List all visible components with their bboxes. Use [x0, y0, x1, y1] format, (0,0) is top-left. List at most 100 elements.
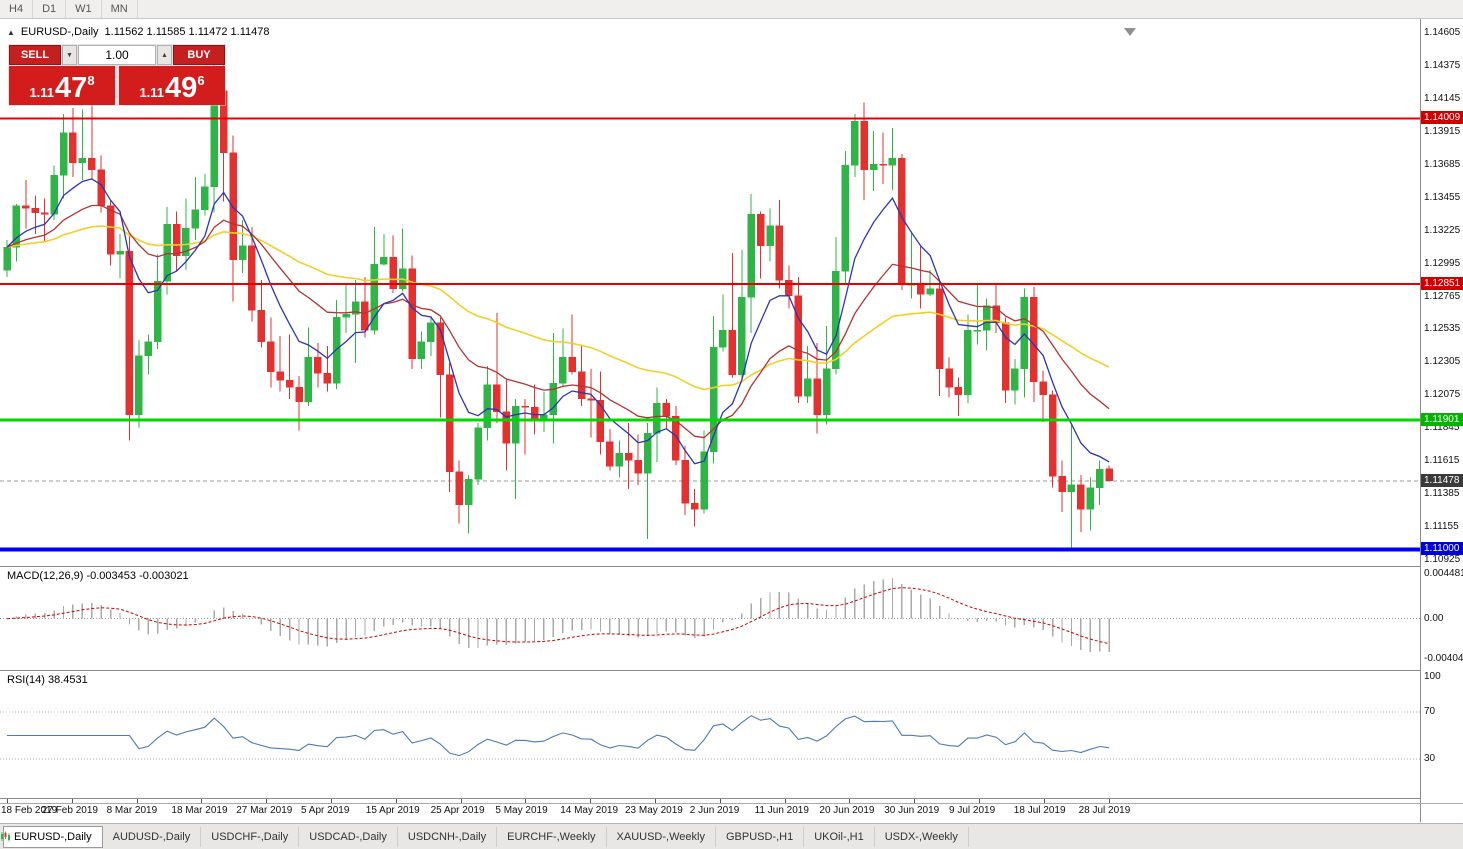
buy-button[interactable]: BUY: [173, 45, 225, 65]
price-level-badge: 1.11000: [1421, 542, 1463, 556]
chart-ohlc-header: ▲ EURUSD-,Daily 1.11562 1.11585 1.11472 …: [7, 26, 270, 38]
price-axis-label: 1.14375: [1424, 59, 1461, 71]
ohlc-values: 1.11562 1.11585 1.11472 1.11478: [104, 26, 270, 38]
sell-price-display[interactable]: 1.11 47 8: [9, 66, 115, 105]
chart-tab-usdcad-daily[interactable]: USDCAD-,Daily: [299, 826, 398, 847]
chart-tab-label: AUDUSD-,Daily: [112, 830, 191, 843]
price-chart-canvas[interactable]: [0, 22, 1420, 566]
chart-tab-eurchf-weekly[interactable]: EURCHF-,Weekly: [497, 826, 607, 847]
time-axis-tick: [849, 799, 851, 803]
time-axis-tick: [331, 799, 332, 803]
macd-chart-canvas[interactable]: [0, 567, 1420, 670]
chart-tab-ukoil-h1[interactable]: UKOil-,H1: [804, 826, 875, 847]
price-axis-label: 1.11615: [1424, 455, 1460, 467]
chart-tab-usdchf-daily[interactable]: USDCHF-,Daily: [201, 826, 300, 847]
macd-axis-label: 0.00: [1424, 612, 1444, 624]
price-axis-label: 1.14605: [1424, 27, 1461, 38]
macd-panel-resize-handle[interactable]: [0, 566, 1463, 567]
price-level-badge: 1.12851: [1421, 277, 1463, 291]
chart-tab-gbpusd-h1[interactable]: GBPUSD-,H1: [716, 826, 805, 847]
sell-price-big: 47: [55, 72, 88, 105]
chart-tab-label: USDX-,Weekly: [884, 830, 958, 843]
time-axis-tick: [914, 799, 916, 803]
time-axis-tick: [590, 799, 592, 803]
chart-tab-label: EURUSD-,Daily: [14, 830, 92, 843]
sell-price-prefix: 1.11: [29, 85, 55, 100]
price-axis-label: 1.12305: [1424, 356, 1461, 368]
chart-tab-eurusd-daily[interactable]: EURUSD-,Daily: [1, 825, 103, 848]
one-click-toggle-icon[interactable]: ▲: [7, 27, 15, 37]
volume-input[interactable]: [78, 45, 156, 65]
time-axis-tick: [979, 799, 980, 803]
statusbar-divider: [0, 803, 1463, 804]
period-tab-d1[interactable]: D1: [33, 0, 67, 18]
one-click-trade-panel: SELL ▼ ▲ BUY 1.11 47 8 1.11 49 6: [8, 44, 226, 106]
sell-price-pip: 8: [87, 73, 95, 88]
time-axis-label: 27 Mar 2019: [236, 805, 293, 816]
period-tab-w1[interactable]: W1: [66, 0, 102, 18]
price-axis[interactable]: 1.14605 1.14375 1.14145 1.13915 1.13685 1.134…: [1421, 19, 1463, 822]
sell-button[interactable]: SELL: [9, 45, 61, 65]
price-axis-label: 1.13455: [1424, 191, 1461, 203]
time-axis-tick: [395, 799, 397, 803]
volume-down-button[interactable]: ▼: [62, 45, 77, 65]
time-axis-label: 18 Feb 2019: [1, 805, 58, 816]
rsi-chart-canvas[interactable]: [0, 671, 1420, 798]
price-axis-label: 1.13685: [1424, 158, 1461, 170]
time-axis[interactable]: 18 Feb 2019 27 Feb 2019 8 Mar 2019 18 Mar 2…: [0, 799, 1420, 822]
rsi-axis-label: 70: [1424, 706, 1436, 717]
chart-tab-usdx-weekly[interactable]: USDX-,Weekly: [875, 826, 969, 847]
rsi-axis-label: 100: [1424, 670, 1441, 682]
current-price-badge: 1.11478: [1421, 473, 1463, 487]
time-axis-tick: [71, 799, 73, 803]
buy-price-big: 49: [165, 72, 198, 105]
buy-price-pip: 6: [197, 73, 205, 88]
symbol-timeframe-label: EURUSD-,Daily: [20, 26, 99, 38]
chart-tab-label: XAUUSD-,Weekly: [616, 830, 705, 843]
rsi-panel-resize-handle[interactable]: [0, 670, 1463, 671]
time-axis-tick: [1108, 799, 1110, 803]
volume-up-button[interactable]: ▲: [157, 45, 172, 65]
price-axis-label: 1.10925: [1424, 554, 1461, 565]
macd-indicator-label: MACD(12,26,9) -0.003453 -0.003021: [7, 570, 189, 582]
time-axis-label: 27 Feb 2019: [41, 805, 98, 816]
chart-tab-usdcnh-daily[interactable]: USDCNH-,Daily: [398, 826, 498, 847]
period-tab-mn[interactable]: MN: [102, 0, 138, 18]
time-axis-label: 25 Apr 2019: [430, 805, 485, 816]
time-axis-label: 14 May 2019: [560, 805, 619, 816]
time-axis-label: 18 Mar 2019: [171, 805, 228, 816]
price-axis-label: 1.11155: [1424, 521, 1459, 533]
buy-price-display[interactable]: 1.11 49 6: [119, 66, 225, 105]
time-axis-tick: [7, 799, 8, 803]
time-axis-label: 5 Apr 2019: [301, 805, 350, 816]
price-axis-label: 1.11385: [1424, 488, 1460, 500]
rsi-axis-label: 30: [1424, 753, 1436, 764]
buy-price-prefix: 1.11: [139, 85, 165, 100]
time-axis-label: 5 May 2019: [495, 805, 548, 816]
chart-tab-bar: EURUSD-,Daily AUDUSD-,Daily USDCHF-,Dail…: [0, 823, 1463, 849]
time-axis-tick: [525, 799, 527, 803]
candlestick-chart-icon: [1, 831, 10, 842]
price-axis-label: 1.13915: [1424, 125, 1461, 137]
chart-tab-label: USDCHF-,Daily: [211, 830, 289, 843]
chart-tab-xauusd-weekly[interactable]: XAUUSD-,Weekly: [607, 826, 716, 847]
chart-tab-audusd-daily[interactable]: AUDUSD-,Daily: [103, 826, 202, 847]
macd-axis-label: -0.004048: [1424, 653, 1463, 664]
chart-tab-label: UKOil-,H1: [814, 830, 864, 843]
axis-divider: [1420, 19, 1421, 822]
macd-axis-label: 0.004481: [1424, 568, 1463, 579]
chart-tab-label: USDCAD-,Daily: [309, 830, 387, 843]
chart-window: ▲ EURUSD-,Daily 1.11562 1.11585 1.11472 …: [0, 19, 1463, 823]
time-axis-label: 2 Jun 2019: [689, 805, 740, 816]
price-axis-label: 1.12995: [1424, 257, 1461, 269]
chart-tab-label: EURCHF-,Weekly: [507, 830, 596, 843]
time-axis-tick: [719, 799, 721, 803]
period-tab-h4[interactable]: H4: [0, 0, 34, 18]
time-axis-label: 9 Jul 2019: [949, 805, 996, 816]
price-level-badge: 1.14009: [1421, 111, 1463, 125]
chart-tab-label: USDCNH-,Daily: [407, 830, 487, 843]
price-axis-label: 1.14145: [1424, 92, 1461, 104]
time-axis-tick: [460, 799, 462, 803]
rsi-indicator-label: RSI(14) 38.4531: [7, 674, 88, 686]
